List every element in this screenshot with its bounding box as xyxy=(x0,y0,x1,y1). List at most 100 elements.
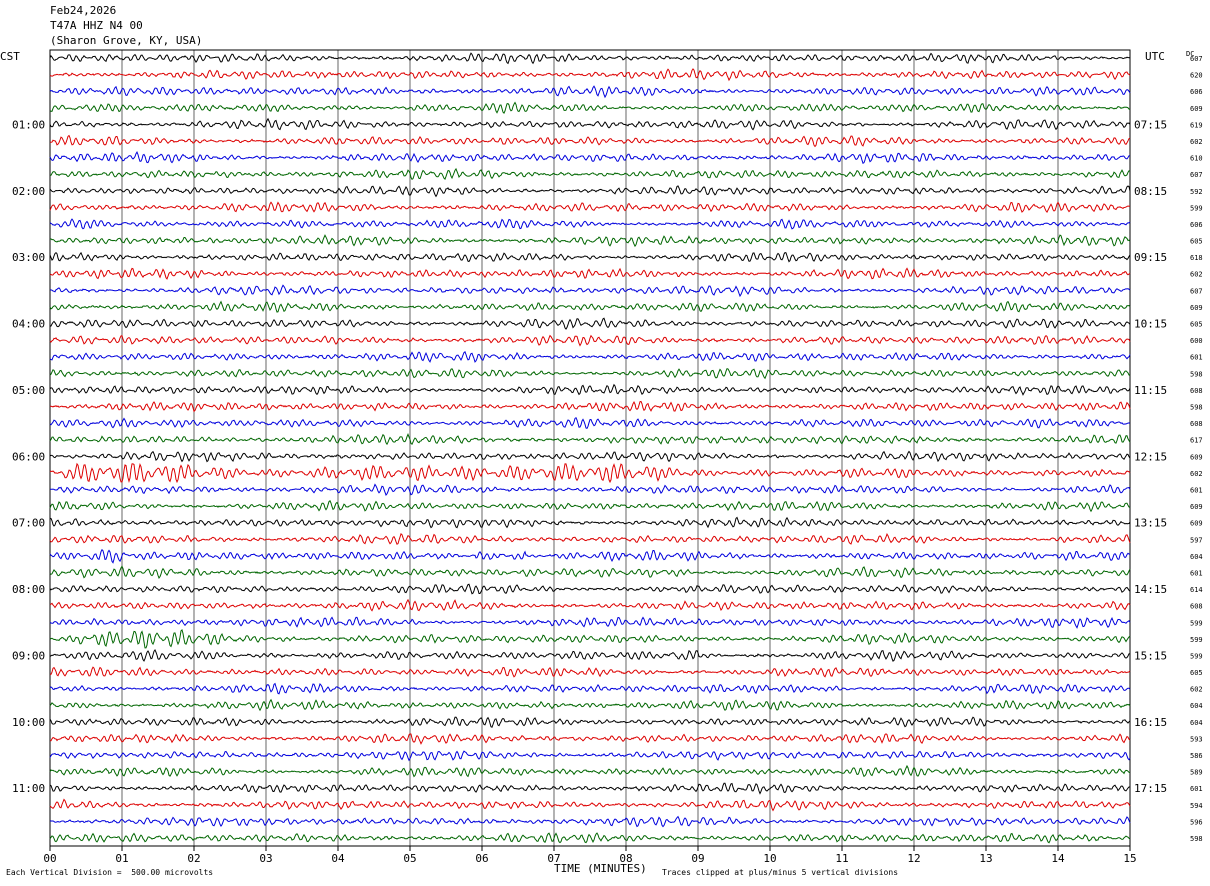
plot-frame xyxy=(49,49,1131,847)
seismic-trace xyxy=(49,516,1131,529)
seismic-trace xyxy=(49,532,1131,545)
dc-offset-label: 619 xyxy=(1190,121,1203,129)
x-tick-label: 00 xyxy=(43,852,56,865)
seismic-trace xyxy=(49,134,1131,148)
dc-offset-label: 604 xyxy=(1190,702,1203,710)
dc-offset-label: 601 xyxy=(1190,486,1203,494)
dc-offset-label: 602 xyxy=(1190,271,1203,279)
x-tick-label: 05 xyxy=(403,852,416,865)
x-tick-label: 06 xyxy=(475,852,488,865)
seismic-trace xyxy=(49,583,1131,595)
seismic-trace xyxy=(49,649,1131,662)
dc-offset-label: 596 xyxy=(1190,818,1203,826)
seismic-trace xyxy=(49,150,1131,165)
right-hour-label: 07:15 xyxy=(1134,118,1167,131)
dc-offset-label: 610 xyxy=(1190,155,1203,163)
dc-offset-label: 586 xyxy=(1190,752,1203,760)
seismic-trace xyxy=(49,565,1131,580)
x-tick-label: 09 xyxy=(691,852,704,865)
seismic-trace xyxy=(49,267,1131,280)
right-hour-label: 14:15 xyxy=(1134,583,1167,596)
seismic-trace xyxy=(49,383,1131,396)
dc-offset-label: 601 xyxy=(1190,354,1203,362)
seismic-trace xyxy=(49,368,1131,380)
seismic-trace xyxy=(49,616,1131,629)
dc-offset-label: 605 xyxy=(1190,238,1203,246)
left-timezone-label: CST xyxy=(0,50,20,63)
x-tick-label: 02 xyxy=(187,852,200,865)
dc-offset-label: 601 xyxy=(1190,569,1203,577)
dc-offset-label: 589 xyxy=(1190,769,1203,777)
seismic-trace xyxy=(49,798,1131,812)
right-hour-label: 17:15 xyxy=(1134,782,1167,795)
left-hour-label: 05:00 xyxy=(12,384,45,397)
left-hour-label: 10:00 xyxy=(12,716,45,729)
dc-offset-label: 618 xyxy=(1190,254,1203,262)
seismic-trace xyxy=(49,598,1131,612)
station-code: T47A HHZ N4 00 xyxy=(50,19,143,32)
seismic-trace xyxy=(49,350,1131,363)
dc-offset-label: 607 xyxy=(1190,287,1203,295)
dc-offset-label: 597 xyxy=(1190,536,1203,544)
right-hour-label: 16:15 xyxy=(1134,716,1167,729)
seismic-trace xyxy=(49,716,1131,728)
dc-offset-label: 620 xyxy=(1190,72,1203,80)
dc-offset-header: DC xyxy=(1186,50,1195,58)
seismic-trace xyxy=(49,251,1131,263)
seismic-trace xyxy=(49,628,1131,649)
dc-offset-label: 602 xyxy=(1190,138,1203,146)
x-axis-label: TIME (MINUTES) xyxy=(554,862,647,875)
left-hour-label: 04:00 xyxy=(12,318,45,331)
seismic-trace xyxy=(49,416,1131,430)
seismic-trace xyxy=(49,101,1131,114)
right-hour-label: 10:15 xyxy=(1134,318,1167,331)
x-tick-label: 13 xyxy=(979,852,992,865)
x-tick-label: 15 xyxy=(1123,852,1136,865)
dc-offset-label: 602 xyxy=(1190,470,1203,478)
right-timezone-label: UTC xyxy=(1145,50,1165,63)
seismic-trace xyxy=(49,400,1131,413)
left-hour-label: 09:00 xyxy=(12,649,45,662)
right-hour-label: 13:15 xyxy=(1134,517,1167,530)
left-hour-label: 08:00 xyxy=(12,583,45,596)
seismic-trace xyxy=(49,117,1131,131)
dc-offset-label: 605 xyxy=(1190,321,1203,329)
dc-offset-label: 606 xyxy=(1190,221,1203,229)
dc-offset-label: 598 xyxy=(1190,404,1203,412)
x-tick-label: 01 xyxy=(115,852,128,865)
seismic-trace xyxy=(49,815,1131,828)
dc-offset-label: 600 xyxy=(1190,337,1203,345)
x-tick-label: 10 xyxy=(763,852,776,865)
seismic-trace xyxy=(49,462,1131,484)
seismic-trace xyxy=(49,300,1131,313)
dc-offset-label: 604 xyxy=(1190,719,1203,727)
dc-offset-label: 608 xyxy=(1190,420,1203,428)
dc-offset-label: 601 xyxy=(1190,785,1203,793)
seismic-trace xyxy=(49,548,1131,564)
seismic-trace xyxy=(49,782,1131,795)
dc-offset-label: 594 xyxy=(1190,802,1203,810)
seismic-trace xyxy=(49,666,1131,678)
dc-offset-label: 608 xyxy=(1190,387,1203,395)
dc-offset-label: 599 xyxy=(1190,619,1203,627)
left-hour-label: 03:00 xyxy=(12,251,45,264)
left-hour-label: 06:00 xyxy=(12,450,45,463)
dc-offset-label: 609 xyxy=(1190,520,1203,528)
seismic-trace xyxy=(49,218,1131,230)
seismic-trace xyxy=(49,432,1131,446)
scale-note: Each Vertical Division = 500.00 microvol… xyxy=(6,868,214,877)
seismic-trace xyxy=(50,167,1131,181)
seismic-trace xyxy=(49,68,1131,82)
left-hour-label: 02:00 xyxy=(12,185,45,198)
seismic-trace xyxy=(49,483,1131,496)
dc-offset-label: 605 xyxy=(1190,669,1203,677)
dc-offset-label: 593 xyxy=(1190,735,1203,743)
dc-offset-label: 599 xyxy=(1190,636,1203,644)
seismic-trace xyxy=(49,52,1131,65)
right-hour-label: 11:15 xyxy=(1134,384,1167,397)
dc-offset-label: 617 xyxy=(1190,437,1203,445)
seismic-trace xyxy=(49,450,1131,463)
right-hour-label: 15:15 xyxy=(1134,649,1167,662)
seismic-trace xyxy=(49,185,1131,198)
